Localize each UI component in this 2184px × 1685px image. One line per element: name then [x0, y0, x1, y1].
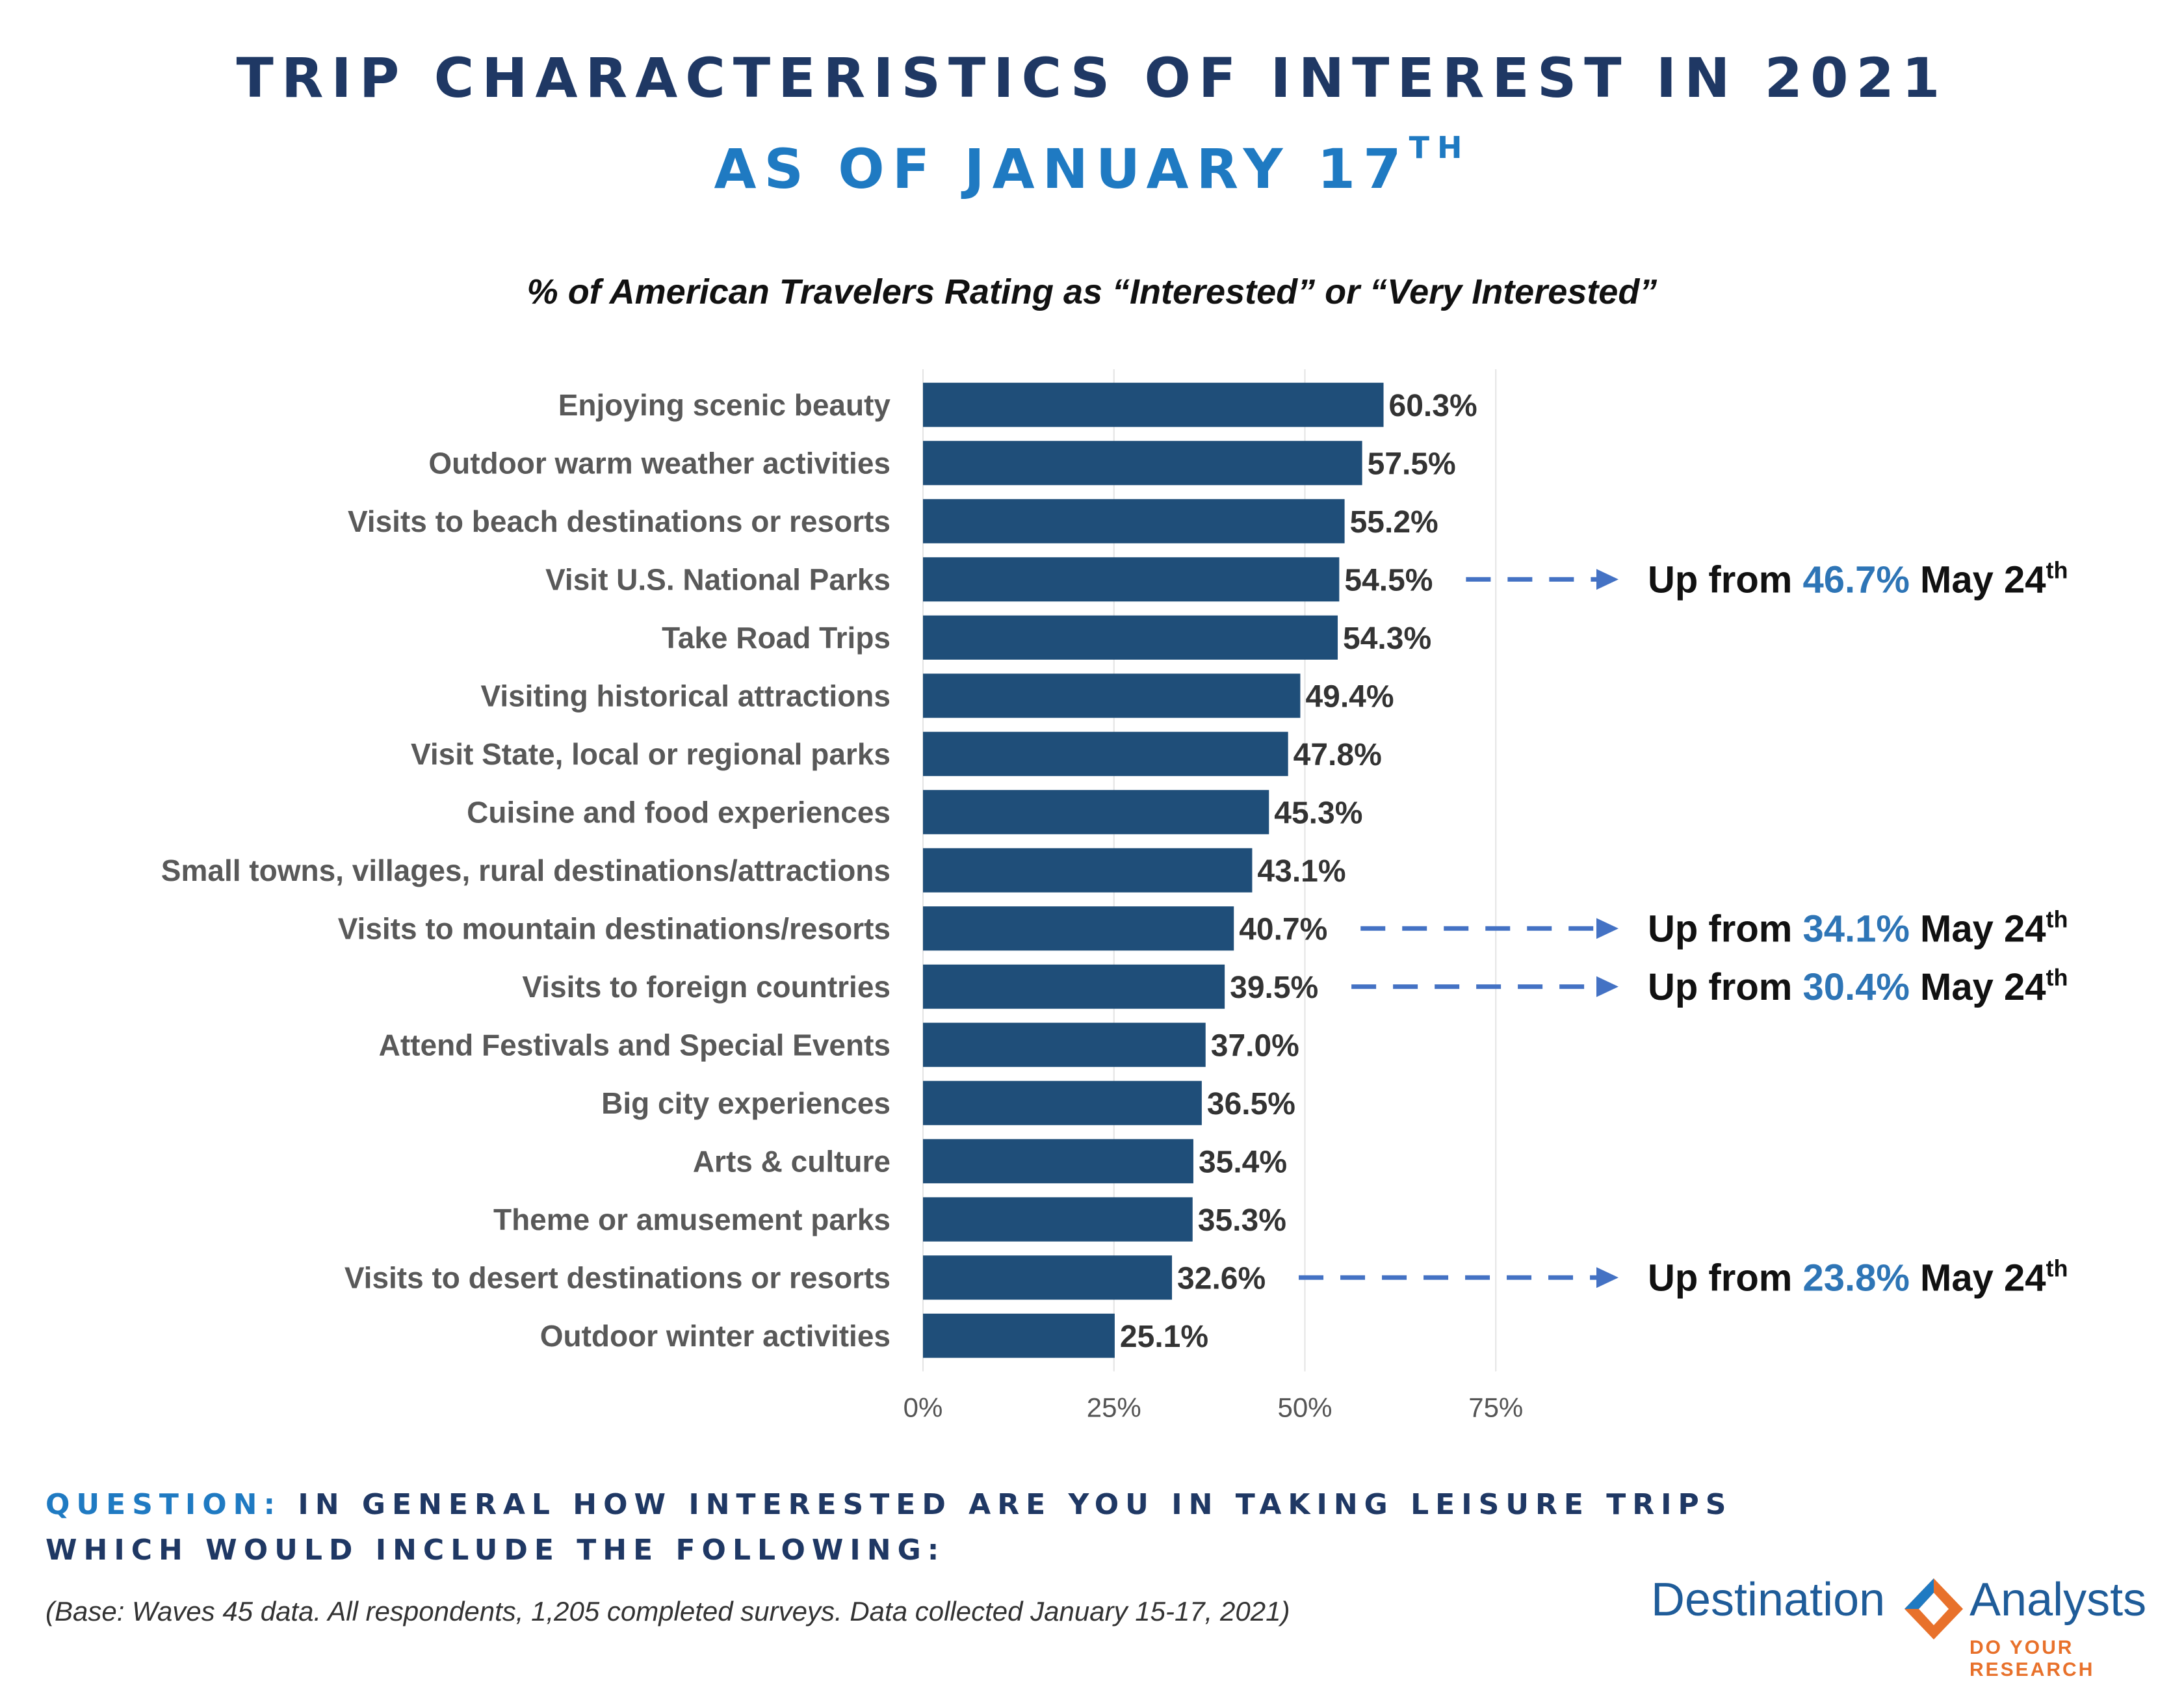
annotation-value: 23.8%: [1802, 1257, 1909, 1299]
chart-subtitle: AS OF JANUARY 17TH: [0, 133, 2184, 196]
logo-tagline: DO YOUR RESEARCH: [1970, 1637, 2095, 1680]
x-tick-label: 75%: [1468, 1392, 1523, 1423]
subtitle-superscript: TH: [1409, 130, 1470, 165]
annotation-suffix: May 24: [1910, 1257, 2046, 1299]
annotation-text: Up from 23.8% May 24th: [1648, 1255, 2068, 1299]
annotation-prefix: Up from: [1648, 1257, 1802, 1299]
bar: [923, 1139, 1193, 1184]
x-tick-label: 25%: [1087, 1392, 1141, 1423]
category-label: Visits to mountain destinations/resorts: [338, 911, 890, 945]
subtitle-text: AS OF JANUARY 17: [714, 137, 1409, 201]
annotation-prefix: Up from: [1648, 908, 1802, 950]
annotation-arrow-head: [1596, 569, 1618, 590]
bar: [923, 673, 1301, 718]
annotation-value: 30.4%: [1802, 966, 1909, 1008]
annotation-value: 46.7%: [1802, 558, 1909, 601]
category-label: Enjoying scenic beauty: [558, 388, 891, 422]
question-text: IN GENERAL HOW INTERESTED ARE YOU IN TAK…: [46, 1488, 1733, 1567]
annotation-prefix: Up from: [1648, 558, 1802, 601]
data-label: 47.8%: [1294, 738, 1382, 772]
category-label: Outdoor warm weather activities: [428, 446, 890, 480]
category-label: Theme or amusement parks: [493, 1203, 890, 1236]
bar: [923, 499, 1345, 543]
data-label: 37.0%: [1211, 1028, 1299, 1063]
data-label: 54.5%: [1344, 563, 1433, 597]
bar: [923, 382, 1384, 427]
category-label: Cuisine and food experiences: [467, 795, 890, 829]
annotation-text: Up from 34.1% May 24th: [1648, 906, 2068, 950]
data-label: 57.5%: [1368, 447, 1456, 481]
destination-analysts-logo: Destination Analysts DO YOUR RESEARCH: [1651, 1573, 2171, 1680]
bar: [923, 557, 1340, 602]
annotation-suffix: May 24: [1910, 908, 2046, 950]
annotation-superscript: th: [2046, 556, 2068, 583]
annotation-superscript: th: [2046, 964, 2068, 991]
category-label: Visits to desert destinations or resorts: [344, 1260, 890, 1294]
category-label: Visits to foreign countries: [522, 970, 890, 1004]
bar: [923, 1080, 1202, 1125]
bar: [923, 964, 1225, 1009]
data-label: 25.1%: [1120, 1320, 1208, 1354]
annotation-superscript: th: [2046, 906, 2068, 932]
bar: [923, 1313, 1115, 1358]
data-label: 35.3%: [1198, 1203, 1286, 1238]
bar: [923, 1197, 1193, 1242]
annotation-value: 34.1%: [1802, 908, 1909, 950]
annotation-prefix: Up from: [1648, 966, 1802, 1008]
data-label: 43.1%: [1257, 854, 1346, 889]
data-label: 36.5%: [1207, 1087, 1295, 1121]
chart-caption: % of American Travelers Rating as “Inter…: [526, 272, 1658, 311]
category-label: Attend Festivals and Special Events: [379, 1028, 890, 1062]
category-label: Visits to beach destinations or resorts: [348, 504, 890, 538]
data-label: 39.5%: [1230, 971, 1318, 1005]
data-label: 35.4%: [1199, 1145, 1287, 1179]
data-label: 55.2%: [1350, 505, 1438, 540]
logo-text-destination: Destination: [1651, 1574, 1886, 1626]
bar: [923, 906, 1234, 951]
bar: [923, 790, 1269, 835]
category-label: Outdoor winter activities: [540, 1319, 890, 1353]
data-label: 32.6%: [1177, 1261, 1266, 1296]
x-tick-label: 50%: [1277, 1392, 1332, 1423]
category-label: Visit U.S. National Parks: [545, 562, 890, 596]
data-label: 40.7%: [1239, 912, 1327, 947]
data-label: 45.3%: [1274, 796, 1362, 830]
question-label: QUESTION:: [46, 1488, 282, 1521]
x-tick-label: 0%: [904, 1392, 943, 1423]
annotation-text: Up from 46.7% May 24th: [1648, 556, 2068, 601]
bar: [923, 1023, 1206, 1067]
data-label: 60.3%: [1389, 389, 1477, 423]
category-label: Visit State, local or regional parks: [411, 737, 890, 771]
data-label: 49.4%: [1305, 679, 1394, 714]
bar: [923, 441, 1362, 486]
annotation-arrow-head: [1596, 1267, 1618, 1288]
annotation-suffix: May 24: [1910, 966, 2046, 1008]
annotation-text: Up from 30.4% May 24th: [1648, 964, 2068, 1008]
base-note: (Base: Waves 45 data. All respondents, 1…: [46, 1596, 1290, 1626]
annotation-arrow-head: [1596, 976, 1618, 997]
data-label: 54.3%: [1343, 621, 1431, 656]
category-label: Small towns, villages, rural destination…: [161, 854, 890, 887]
chart-title: TRIP CHARACTERISTICS OF INTEREST IN 2021: [236, 46, 1948, 110]
annotation-superscript: th: [2046, 1255, 2068, 1281]
bar: [923, 1255, 1173, 1300]
category-label: Take Road Trips: [662, 621, 890, 655]
survey-question: QUESTION: IN GENERAL HOW INTERESTED ARE …: [46, 1482, 1800, 1573]
bar: [923, 731, 1288, 776]
logo-text-analysts: Analysts: [1970, 1574, 2147, 1626]
category-label: Arts & culture: [693, 1144, 890, 1178]
bar-chart: 0% 25% 50% 75% Enjoying scenic beauty 60.3% Ou…: [161, 369, 2068, 1423]
annotation-arrow-head: [1596, 918, 1618, 939]
logo-diamond-icon: [1904, 1578, 1963, 1639]
bar: [923, 848, 1253, 893]
bar: [923, 615, 1338, 660]
category-label: Big city experiences: [601, 1086, 890, 1120]
category-label: Visiting historical attractions: [480, 679, 890, 712]
annotation-suffix: May 24: [1910, 558, 2046, 601]
